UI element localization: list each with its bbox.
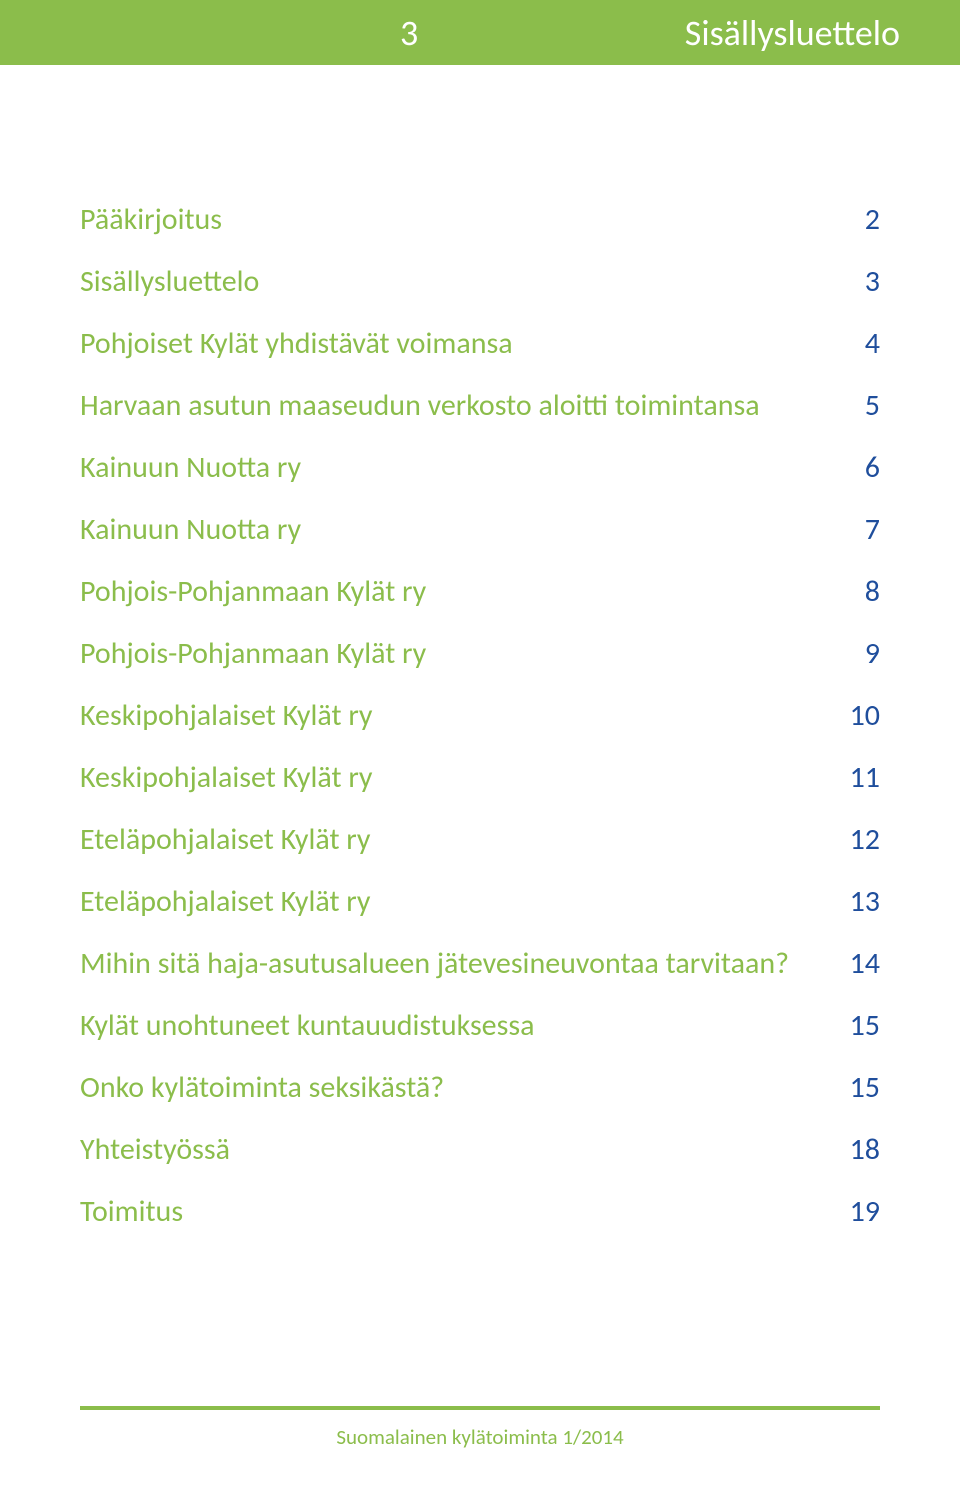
toc-item-title: Kainuun Nuotta ry (80, 515, 840, 545)
toc-item-title: Eteläpohjalaiset Kylät ry (80, 887, 840, 917)
toc-item-page: 9 (840, 639, 880, 669)
toc-item-page: 18 (840, 1135, 880, 1165)
toc-row[interactable]: Pääkirjoitus2 (80, 205, 880, 235)
footer-rule (80, 1406, 880, 1410)
toc-item-page: 3 (840, 267, 880, 297)
toc-row[interactable]: Pohjois-Pohjanmaan Kylät ry8 (80, 577, 880, 607)
toc-row[interactable]: Kylät unohtuneet kuntauudistuksessa15 (80, 1011, 880, 1041)
toc-row[interactable]: Onko kylätoiminta seksikästä?15 (80, 1073, 880, 1103)
page-number: 3 (400, 11, 418, 55)
toc-item-title: Yhteistyössä (80, 1135, 840, 1165)
toc-row[interactable]: Toimitus19 (80, 1197, 880, 1227)
toc-item-page: 2 (840, 205, 880, 235)
toc-item-title: Keskipohjalaiset Kylät ry (80, 763, 840, 793)
toc-item-title: Mihin sitä haja-asutusalueen jätevesineu… (80, 949, 840, 979)
toc-row[interactable]: Sisällysluettelo3 (80, 267, 880, 297)
toc-item-title: Toimitus (80, 1197, 840, 1227)
toc-row[interactable]: Keskipohjalaiset Kylät ry10 (80, 701, 880, 731)
toc-item-page: 12 (840, 825, 880, 855)
toc-item-page: 8 (840, 577, 880, 607)
toc-item-page: 15 (840, 1073, 880, 1103)
toc-item-page: 6 (840, 453, 880, 483)
toc-item-page: 11 (840, 763, 880, 793)
toc-item-title: Kylät unohtuneet kuntauudistuksessa (80, 1011, 840, 1041)
toc-row[interactable]: Pohjois-Pohjanmaan Kylät ry9 (80, 639, 880, 669)
toc-row[interactable]: Eteläpohjalaiset Kylät ry12 (80, 825, 880, 855)
toc-item-title: Onko kylätoiminta seksikästä? (80, 1073, 840, 1103)
toc-item-page: 10 (840, 701, 880, 731)
toc-item-page: 14 (840, 949, 880, 979)
toc-row[interactable]: Yhteistyössä18 (80, 1135, 880, 1165)
toc-item-page: 7 (840, 515, 880, 545)
toc-item-title: Pohjoiset Kylät yhdistävät voimansa (80, 329, 840, 359)
toc-item-page: 5 (840, 391, 880, 421)
toc-row[interactable]: Pohjoiset Kylät yhdistävät voimansa4 (80, 329, 880, 359)
toc-item-title: Keskipohjalaiset Kylät ry (80, 701, 840, 731)
page-header: 3 Sisällysluettelo (0, 0, 960, 65)
toc-item-title: Sisällysluettelo (80, 267, 840, 297)
toc-row[interactable]: Kainuun Nuotta ry7 (80, 515, 880, 545)
toc-item-page: 4 (840, 329, 880, 359)
toc-table: Pääkirjoitus2 Sisällysluettelo3 Pohjoiset … (80, 205, 880, 1227)
footer-text: Suomalainen kylätoiminta 1/2014 (0, 1424, 960, 1450)
toc-row[interactable]: Keskipohjalaiset Kylät ry11 (80, 763, 880, 793)
toc-item-title: Eteläpohjalaiset Kylät ry (80, 825, 840, 855)
toc-item-title: Pohjois-Pohjanmaan Kylät ry (80, 577, 840, 607)
toc-row[interactable]: Kainuun Nuotta ry6 (80, 453, 880, 483)
content-area: Pääkirjoitus2 Sisällysluettelo3 Pohjoiset … (0, 65, 960, 1227)
toc-item-title: Kainuun Nuotta ry (80, 453, 840, 483)
toc-item-page: 15 (840, 1011, 880, 1041)
toc-row[interactable]: Harvaan asutun maaseudun verkosto aloitt… (80, 391, 880, 421)
toc-item-title: Harvaan asutun maaseudun verkosto aloitt… (80, 391, 840, 421)
toc-item-title: Pääkirjoitus (80, 205, 840, 235)
page-title: Sisällysluettelo (685, 11, 900, 55)
toc-row[interactable]: Mihin sitä haja-asutusalueen jätevesineu… (80, 949, 880, 979)
toc-item-page: 19 (840, 1197, 880, 1227)
toc-item-page: 13 (840, 887, 880, 917)
toc-item-title: Pohjois-Pohjanmaan Kylät ry (80, 639, 840, 669)
toc-row[interactable]: Eteläpohjalaiset Kylät ry13 (80, 887, 880, 917)
